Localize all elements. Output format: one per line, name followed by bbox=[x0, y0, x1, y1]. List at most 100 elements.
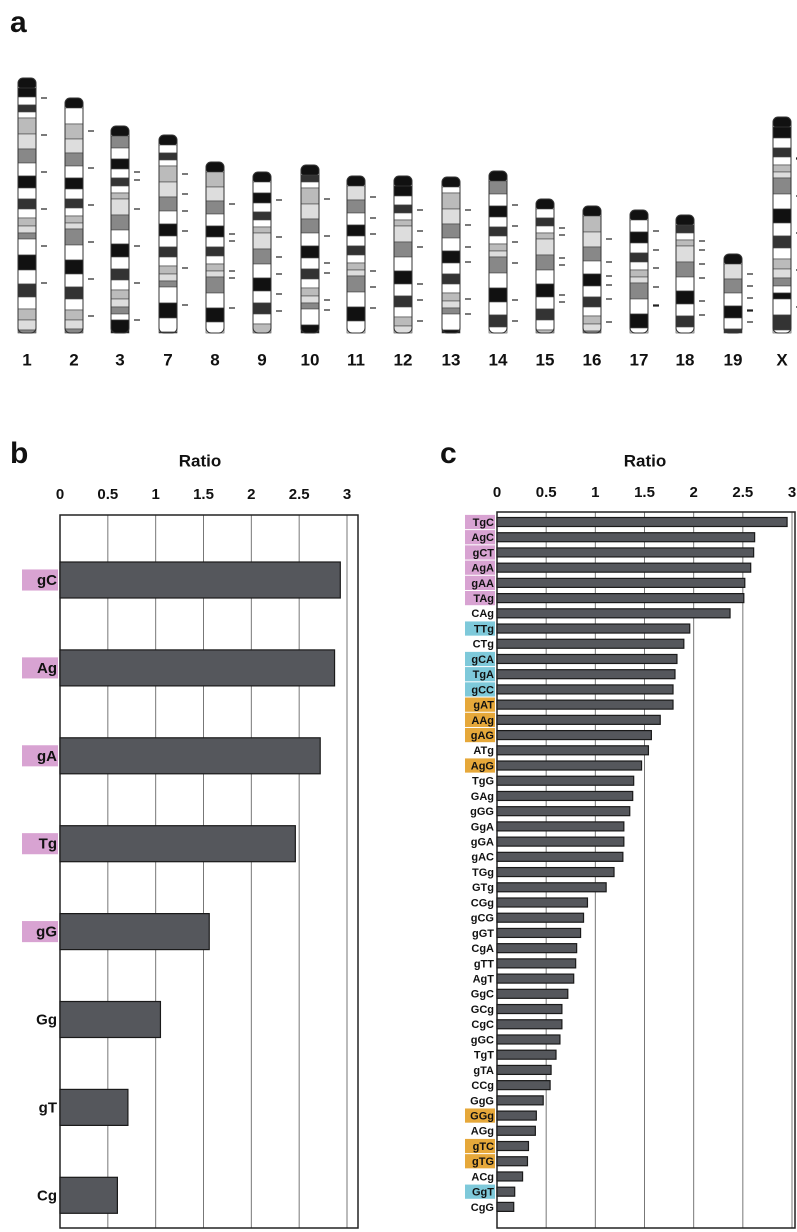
band bbox=[253, 212, 271, 220]
band bbox=[111, 290, 129, 299]
x-tick-label: 3 bbox=[788, 484, 796, 501]
band bbox=[394, 220, 412, 226]
chromosome-label: 11 bbox=[347, 350, 365, 369]
band bbox=[630, 283, 648, 299]
x-tick-label: 2.5 bbox=[289, 486, 310, 503]
chromosome bbox=[583, 206, 601, 333]
band bbox=[253, 203, 271, 212]
category-label: GTg bbox=[472, 882, 494, 894]
band bbox=[773, 278, 791, 286]
band bbox=[159, 318, 177, 332]
category-label: gTG bbox=[472, 1156, 494, 1168]
band bbox=[536, 284, 554, 297]
chromosome-label: 13 bbox=[442, 350, 461, 369]
band bbox=[159, 182, 177, 197]
category-label: GAg bbox=[471, 791, 494, 803]
band bbox=[301, 279, 319, 288]
band bbox=[676, 277, 694, 291]
band bbox=[442, 308, 460, 314]
bar bbox=[60, 914, 209, 950]
chromosome bbox=[65, 98, 83, 333]
band bbox=[65, 199, 83, 208]
band bbox=[489, 217, 507, 227]
bar bbox=[497, 761, 642, 770]
band bbox=[111, 280, 129, 290]
category-label: GgT bbox=[472, 1187, 494, 1199]
category-label: TgT bbox=[474, 1050, 494, 1062]
x-tick-label: 1 bbox=[151, 486, 159, 503]
bar bbox=[60, 650, 335, 686]
chromosome bbox=[253, 172, 271, 333]
band bbox=[253, 182, 271, 193]
category-label: gCG bbox=[471, 913, 494, 925]
band bbox=[253, 291, 271, 303]
bar bbox=[497, 913, 584, 922]
band bbox=[347, 200, 365, 213]
band bbox=[442, 293, 460, 301]
category-label: gG bbox=[36, 924, 57, 941]
band bbox=[301, 188, 319, 204]
band bbox=[65, 178, 83, 189]
band bbox=[206, 264, 224, 271]
category-label: Ag bbox=[37, 660, 57, 677]
category-label: gGG bbox=[470, 806, 494, 818]
band bbox=[253, 303, 271, 314]
band bbox=[159, 274, 177, 281]
band bbox=[583, 216, 601, 232]
band bbox=[111, 193, 129, 199]
band bbox=[301, 303, 319, 309]
chromosome-label: 2 bbox=[69, 350, 78, 369]
band bbox=[111, 159, 129, 169]
band bbox=[536, 233, 554, 239]
bar bbox=[497, 959, 576, 968]
chromosome-label: X bbox=[776, 350, 788, 369]
band bbox=[65, 310, 83, 320]
category-label: AgT bbox=[473, 974, 495, 986]
band bbox=[489, 251, 507, 257]
band bbox=[18, 176, 36, 188]
bar bbox=[497, 1157, 527, 1166]
band bbox=[442, 301, 460, 308]
band bbox=[301, 325, 319, 333]
bar bbox=[60, 1177, 117, 1213]
band bbox=[18, 233, 36, 239]
bar bbox=[497, 1142, 528, 1151]
band bbox=[394, 242, 412, 257]
band bbox=[111, 314, 129, 320]
bar bbox=[497, 700, 673, 709]
band bbox=[301, 246, 319, 258]
band bbox=[676, 240, 694, 246]
category-label: TgC bbox=[473, 517, 494, 529]
band bbox=[394, 257, 412, 271]
bar bbox=[497, 639, 684, 648]
band bbox=[394, 284, 412, 296]
band bbox=[159, 153, 177, 160]
bar bbox=[497, 518, 787, 527]
band bbox=[18, 199, 36, 209]
band bbox=[394, 186, 412, 196]
band bbox=[489, 302, 507, 315]
band bbox=[111, 178, 129, 186]
panel-label: c bbox=[440, 437, 457, 470]
band bbox=[394, 205, 412, 213]
band bbox=[159, 166, 177, 182]
band bbox=[442, 209, 460, 224]
bar bbox=[497, 1172, 523, 1181]
band bbox=[18, 88, 36, 97]
band bbox=[18, 309, 36, 320]
bar bbox=[497, 1202, 514, 1211]
band bbox=[773, 178, 791, 194]
bar bbox=[497, 1065, 551, 1074]
band bbox=[536, 209, 554, 218]
chromosome-label: 15 bbox=[536, 350, 555, 369]
band bbox=[206, 172, 224, 187]
band bbox=[347, 270, 365, 276]
x-tick-label: 1 bbox=[591, 484, 599, 501]
bar bbox=[497, 594, 744, 603]
category-label: gTT bbox=[474, 958, 494, 970]
band bbox=[111, 148, 129, 159]
band bbox=[206, 256, 224, 264]
bar bbox=[497, 670, 675, 679]
band bbox=[18, 218, 36, 226]
band bbox=[394, 213, 412, 220]
